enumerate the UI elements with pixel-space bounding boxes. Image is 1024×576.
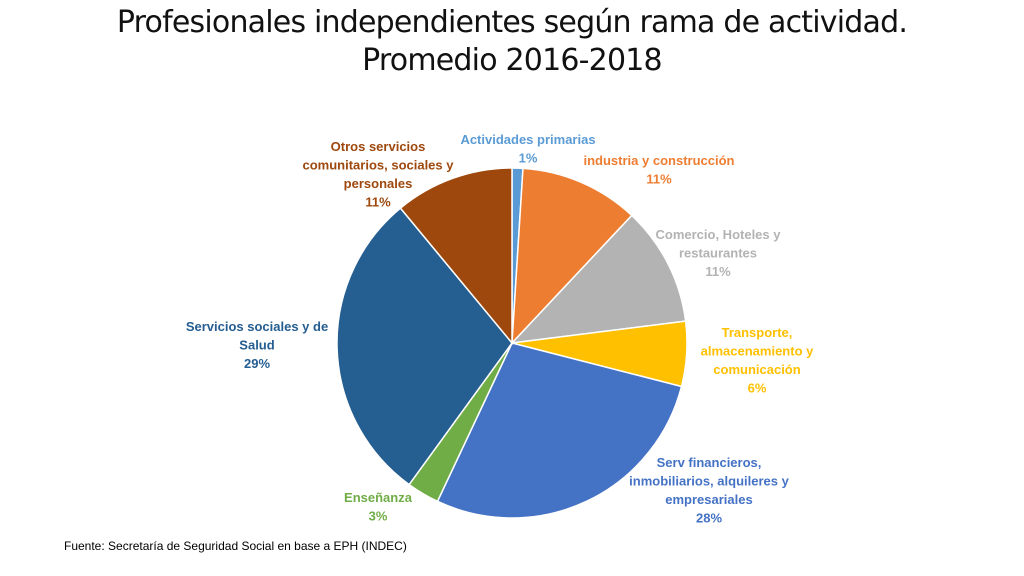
slice-value-label: 11% bbox=[646, 172, 672, 187]
pie-slice-serv-financieros-inmobiliarios-alquileres-y-empresariales bbox=[436, 342, 683, 519]
slice-value-label: 1% bbox=[519, 151, 538, 166]
slice-label-industria-y-construccion: industria y construcción 11% bbox=[584, 153, 735, 187]
pie-slice-industria-y-construccion bbox=[511, 167, 633, 346]
slice-label-transporte-almacenamiento-y-comunicacion: Transporte, almacenamiento y comunicación 6… bbox=[701, 325, 814, 396]
slice-label-ensenanza: Enseñanza 3% bbox=[344, 490, 413, 524]
slice-value-label: 6% bbox=[748, 381, 767, 396]
slice-value-label: 11% bbox=[365, 195, 391, 210]
slice-label-actividades-primarias: Actividades primarias 1% bbox=[460, 132, 595, 166]
slice-value-label: 29% bbox=[244, 356, 270, 371]
pie-slice-comercio-hoteles-y-restaurantes bbox=[510, 214, 687, 345]
slice-label-serv-financieros-inmobiliarios-alquileres-y-empresariales: Serv financieros, inmobiliarios, alquiler… bbox=[629, 455, 789, 526]
title-line-1: Profesionales independientes según rama … bbox=[116, 5, 908, 40]
slice-value-label: 11% bbox=[705, 264, 731, 279]
pie-slice-servicios-sociales-y-de-salud bbox=[336, 207, 513, 486]
slice-label-comercio-hoteles-y-restaurantes: Comercio, Hoteles y restaurantes 11% bbox=[656, 227, 782, 279]
slice-label-servicios-sociales-y-de-salud: Servicios sociales y de Salud 29% bbox=[186, 319, 328, 371]
title-line-2: Promedio 2016-2018 bbox=[362, 43, 662, 78]
pie-slice-otros-servicios-comunitarios-sociales-y-personales bbox=[399, 167, 513, 346]
slice-value-label: 3% bbox=[369, 509, 388, 524]
slice-value-label: 28% bbox=[696, 511, 722, 526]
source-note: Fuente: Secretaría de Seguridad Social e… bbox=[64, 539, 407, 553]
chart-title: Profesionales independientes según rama … bbox=[0, 4, 1024, 80]
